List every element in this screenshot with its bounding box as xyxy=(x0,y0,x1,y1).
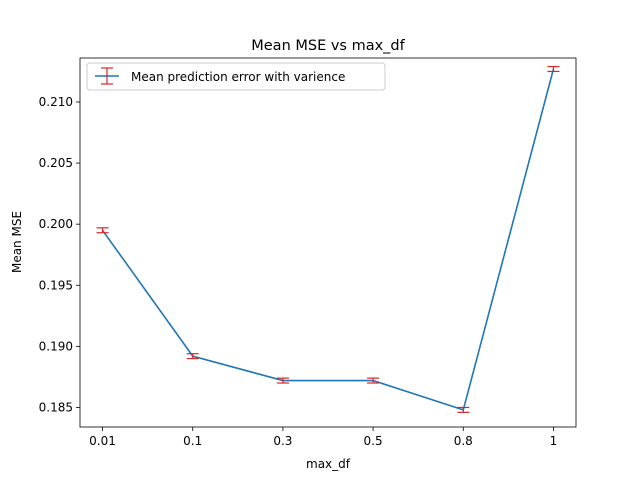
x-tick-label: 0.1 xyxy=(183,434,202,448)
legend: Mean prediction error with varience xyxy=(86,62,386,91)
legend-box xyxy=(86,62,386,91)
axes-frame xyxy=(79,57,577,428)
error-bar xyxy=(96,227,109,234)
x-tick-label: 0.8 xyxy=(454,434,473,448)
x-tick-label: 0.01 xyxy=(89,434,116,448)
series-line xyxy=(101,68,555,411)
plot-area: 0.01 0.1 0.3 0.5 0.8 1 0.185 0.190 0.195 0.200 0.2… xyxy=(39,57,577,448)
x-tick-label: 0.5 xyxy=(364,434,383,448)
y-tick-label: 0.200 xyxy=(39,217,73,231)
legend-errorbar-icon xyxy=(95,67,119,85)
y-tick-label: 0.190 xyxy=(39,339,73,353)
x-tick-label: 0.3 xyxy=(273,434,292,448)
chart-title: Mean MSE vs max_df xyxy=(251,38,405,54)
y-tick-label: 0.185 xyxy=(39,400,73,414)
y-axis-label: Mean MSE xyxy=(10,211,24,273)
error-bar xyxy=(457,406,470,413)
x-tick-label: 1 xyxy=(550,434,558,448)
error-bar xyxy=(276,377,289,384)
error-bar xyxy=(367,377,380,384)
y-tick-label: 0.210 xyxy=(39,95,73,109)
error-bar xyxy=(547,65,560,73)
x-axis-label: max_df xyxy=(306,457,351,471)
error-bar xyxy=(186,353,199,360)
y-tick-label: 0.205 xyxy=(39,156,73,170)
legend-label: Mean prediction error with varience xyxy=(131,70,345,84)
y-tick-label: 0.195 xyxy=(39,278,73,292)
